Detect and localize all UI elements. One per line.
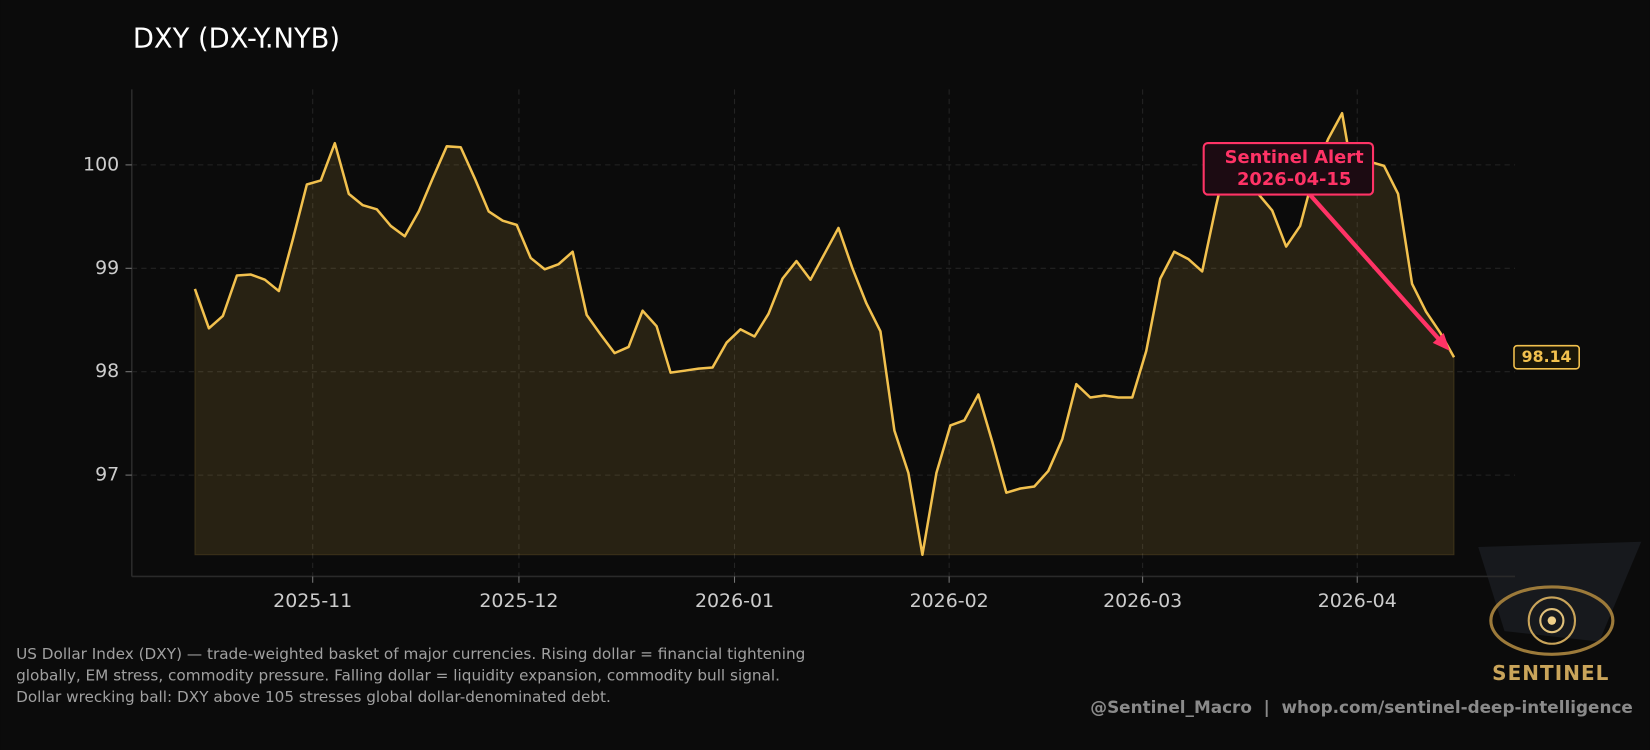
logo-text: SENTINEL (1492, 661, 1609, 685)
logo (1478, 541, 1642, 656)
caption-line: US Dollar Index (DXY) — trade-weighted b… (16, 645, 805, 663)
x-tick-label: 2025-12 (479, 590, 558, 612)
x-tick-label: 2026-03 (1103, 590, 1182, 612)
y-tick-label: 99 (95, 257, 119, 279)
annotation-text: 2026-04-15 (1237, 169, 1351, 190)
y-tick-label: 98 (95, 360, 119, 382)
chart-title: DXY (DX-Y.NYB) (133, 23, 340, 54)
y-tick-label: 97 (95, 464, 119, 486)
caption-line: Dollar wrecking ball: DXY above 105 stre… (16, 688, 611, 706)
last-value-badge (1513, 344, 1580, 370)
annotation-arrow (1307, 192, 1448, 349)
y-tick-label: 100 (83, 153, 119, 175)
annotation-arrowhead (1432, 332, 1450, 351)
caption-line: globally, EM stress, commodity pressure.… (16, 666, 780, 684)
annotation-box (1202, 142, 1375, 196)
credit: @Sentinel_Macro | whop.com/sentinel-deep… (1090, 697, 1633, 717)
last-value-label: 98.14 (1522, 347, 1572, 366)
x-tick-label: 2025-11 (273, 590, 352, 612)
annotation-text: Sentinel Alert (1225, 147, 1364, 168)
x-tick-label: 2026-02 (910, 590, 989, 612)
x-tick-label: 2026-04 (1318, 590, 1397, 612)
x-tick-label: 2026-01 (695, 590, 774, 612)
